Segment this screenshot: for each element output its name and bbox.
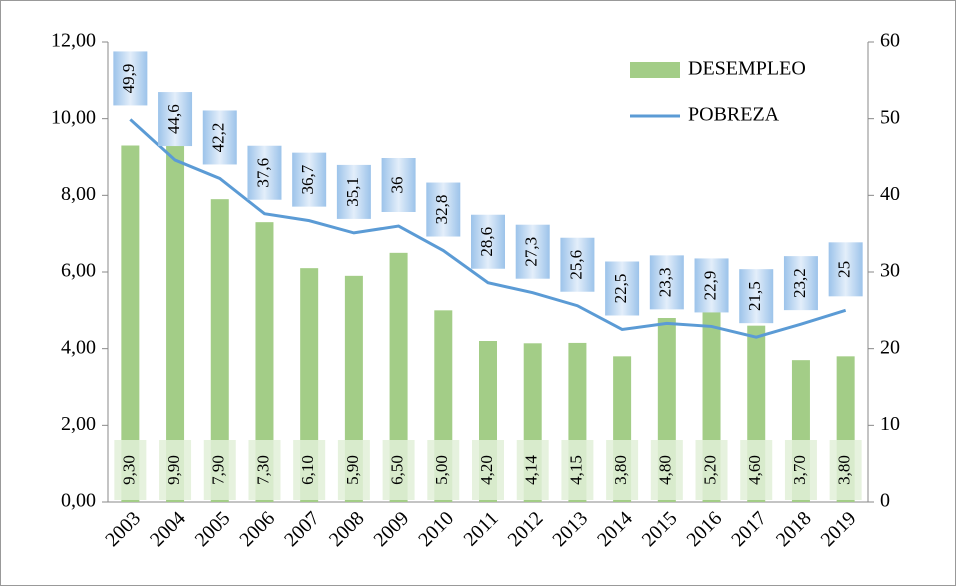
value-label-box	[427, 440, 460, 500]
value-label-box	[515, 224, 550, 279]
value-label: 3,80	[835, 455, 854, 485]
value-label-box	[694, 258, 729, 313]
value-label-box	[560, 237, 595, 292]
y-tick-label: 8,00	[61, 183, 96, 205]
value-label-box	[248, 440, 281, 500]
value-label: 4,60	[745, 455, 764, 485]
y-tick-label: 6,00	[61, 260, 96, 282]
value-label: 4,80	[656, 455, 675, 485]
bar	[166, 122, 185, 502]
value-label-box	[293, 440, 326, 500]
value-label-box	[113, 51, 148, 106]
value-label: 22,5	[611, 274, 630, 304]
value-label-box	[649, 255, 684, 310]
value-label-box	[203, 440, 236, 500]
value-label-box	[337, 440, 370, 500]
value-label-box	[739, 269, 774, 324]
y2-tick-label: 20	[880, 336, 900, 358]
value-label: 25	[835, 261, 854, 278]
value-label: 9,90	[164, 455, 183, 485]
value-label-box	[426, 182, 461, 237]
legend-label: POBREZA	[688, 104, 780, 126]
value-label: 5,00	[432, 455, 451, 485]
y2-tick-label: 10	[880, 413, 900, 435]
value-label-box	[114, 440, 147, 500]
value-label-box	[784, 440, 817, 500]
y2-tick-label: 40	[880, 183, 900, 205]
y-tick-label: 0,00	[61, 490, 96, 512]
value-label-box	[159, 440, 192, 500]
y-tick-label: 12,00	[51, 30, 96, 52]
value-label: 36,7	[298, 164, 317, 194]
value-label: 22,9	[700, 271, 719, 301]
value-label: 9,30	[119, 455, 138, 485]
value-label: 37,6	[253, 158, 272, 188]
value-label: 27,3	[522, 237, 541, 267]
value-label-box	[202, 110, 237, 165]
value-label-box	[471, 214, 505, 269]
bar	[255, 222, 274, 502]
bar	[121, 145, 140, 502]
legend-label: DESEMPLEO	[688, 58, 806, 80]
value-label: 44,6	[164, 104, 183, 134]
value-label: 6,10	[298, 455, 317, 485]
value-label-box	[605, 261, 640, 316]
y2-tick-label: 30	[880, 260, 900, 282]
value-label: 7,30	[253, 455, 272, 485]
legend-swatch	[630, 62, 680, 78]
value-label-box	[650, 440, 683, 500]
line	[129, 118, 847, 339]
value-label-box	[740, 440, 773, 500]
y2-tick-label: 50	[880, 106, 900, 128]
value-label: 23,3	[656, 267, 675, 297]
value-label: 3,70	[790, 455, 809, 485]
y-tick-label: 4,00	[61, 336, 96, 358]
value-label-box	[695, 440, 728, 500]
value-label: 49,9	[119, 64, 138, 94]
value-label-box	[336, 164, 371, 219]
value-label-box	[382, 440, 415, 500]
value-label: 32,8	[432, 195, 451, 225]
y2-tick-label: 60	[880, 30, 900, 52]
value-label: 23,2	[790, 268, 809, 298]
value-label: 4,15	[566, 455, 585, 485]
value-label-box	[561, 440, 594, 500]
value-label: 5,90	[343, 455, 362, 485]
value-label-box	[606, 440, 639, 500]
value-label: 21,5	[745, 281, 764, 311]
bar	[389, 252, 408, 502]
value-label-box	[292, 152, 327, 207]
y2-tick-label: 0	[880, 490, 890, 512]
bar	[210, 199, 229, 502]
value-label: 36	[387, 177, 406, 194]
value-label: 42,2	[209, 123, 228, 153]
value-label: 35,1	[343, 177, 362, 207]
value-label: 4,20	[477, 455, 496, 485]
y-tick-label: 10,00	[51, 106, 96, 128]
value-label: 28,6	[477, 227, 496, 257]
value-label: 25,6	[566, 250, 585, 280]
value-label-box	[472, 440, 504, 500]
value-label-box	[828, 242, 863, 297]
value-label: 6,50	[387, 455, 406, 485]
value-label-box	[783, 256, 818, 311]
value-label-box	[158, 92, 193, 147]
value-label: 5,20	[700, 455, 719, 485]
value-label: 4,14	[522, 455, 541, 485]
value-label-box	[247, 145, 282, 200]
value-label-box	[381, 158, 416, 212]
y-tick-label: 2,00	[61, 413, 96, 435]
value-label-box	[829, 440, 862, 500]
value-label-box	[516, 440, 549, 500]
value-label: 3,80	[611, 455, 630, 485]
value-label: 7,90	[209, 455, 228, 485]
